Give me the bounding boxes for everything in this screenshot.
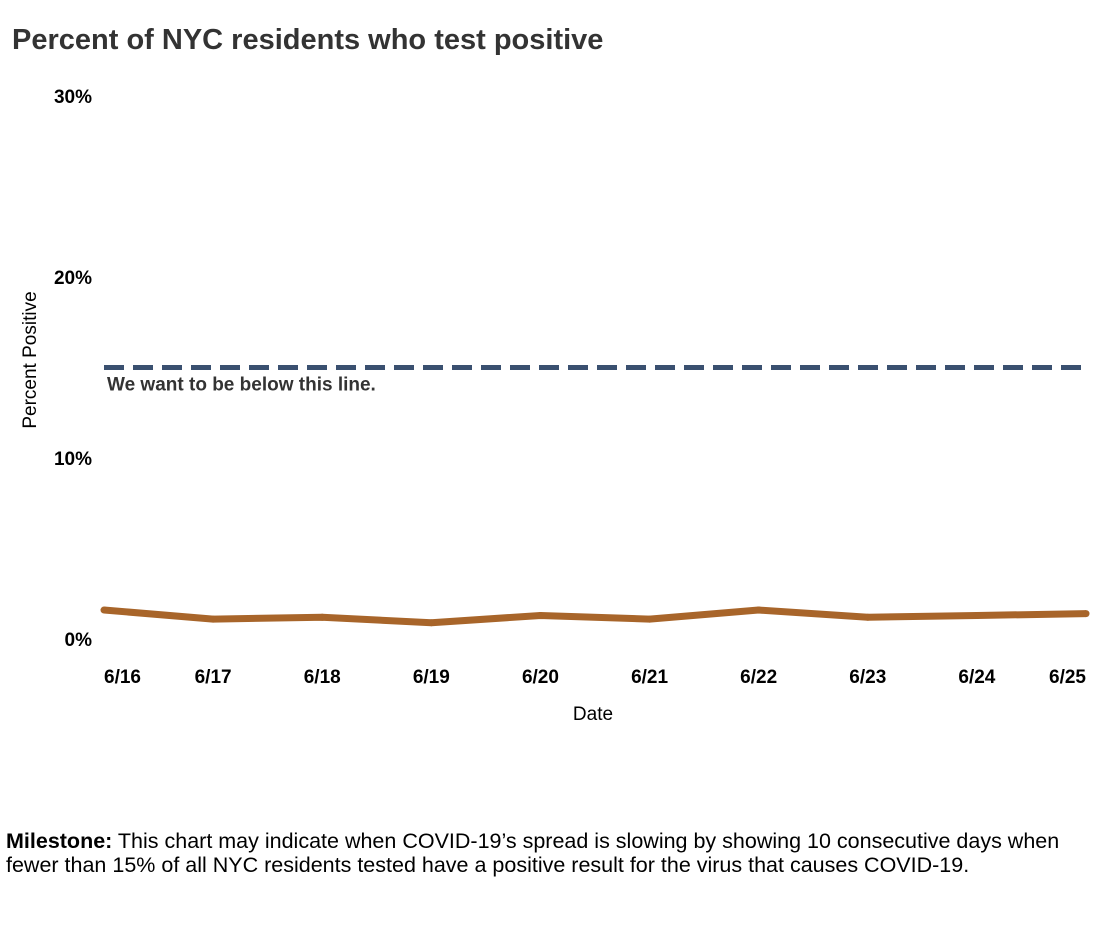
y-tick-label: 20% (54, 268, 92, 289)
data-point (1082, 610, 1090, 618)
milestone-note: Milestone: This chart may indicate when … (6, 829, 1096, 877)
chart-title: Percent of NYC residents who test positi… (12, 24, 604, 56)
x-tick-label: 6/17 (195, 667, 232, 688)
data-point (100, 606, 108, 614)
data-point (864, 613, 872, 621)
x-tick-label: 6/21 (631, 667, 668, 688)
y-axis-label: Percent Positive (20, 291, 41, 428)
data-point (318, 613, 326, 621)
data-point (973, 611, 981, 619)
data-point (755, 606, 763, 614)
x-tick-label: 6/23 (849, 667, 886, 688)
series-layer (100, 606, 1090, 627)
series-line (103, 606, 1087, 627)
y-tick-label: 0% (65, 630, 93, 651)
x-tick-label: 6/18 (304, 667, 341, 688)
x-tick-label: 6/24 (958, 667, 995, 688)
reference-line-label: We want to be below this line. (107, 375, 376, 396)
x-tick-label: 6/19 (413, 667, 450, 688)
x-tick-label: 6/20 (522, 667, 559, 688)
x-tick-label: 6/16 (104, 667, 141, 688)
milestone-label: Milestone: (6, 829, 113, 853)
line-chart: 0% 10% 20% 30% 6/16 6/17 6/18 6/19 6/20 6/21 6/22… (20, 87, 1090, 725)
y-axis-ticks: 0% 10% 20% 30% (54, 87, 92, 651)
milestone-text: This chart may indicate when COVID-19’s … (6, 829, 1060, 877)
data-point (646, 615, 654, 623)
y-tick-label: 10% (54, 449, 92, 470)
data-point (209, 615, 217, 623)
x-tick-label: 6/25 (1049, 667, 1086, 688)
y-tick-label: 30% (54, 87, 92, 108)
data-point (536, 611, 544, 619)
x-axis-ticks: 6/16 6/17 6/18 6/19 6/20 6/21 6/22 6/23 6/24 6/25 (104, 667, 1086, 688)
data-point (427, 619, 435, 627)
x-axis-label: Date (573, 704, 613, 725)
x-tick-label: 6/22 (740, 667, 777, 688)
